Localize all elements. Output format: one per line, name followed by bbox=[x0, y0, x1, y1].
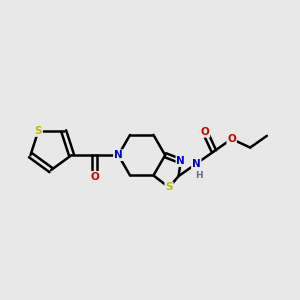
Text: N: N bbox=[114, 150, 123, 160]
Text: N: N bbox=[192, 159, 201, 169]
Text: O: O bbox=[201, 127, 209, 137]
Text: O: O bbox=[91, 172, 99, 182]
Text: H: H bbox=[195, 171, 202, 180]
Text: O: O bbox=[227, 134, 236, 144]
Text: N: N bbox=[176, 156, 185, 166]
Text: S: S bbox=[165, 182, 173, 192]
Text: S: S bbox=[34, 126, 42, 136]
